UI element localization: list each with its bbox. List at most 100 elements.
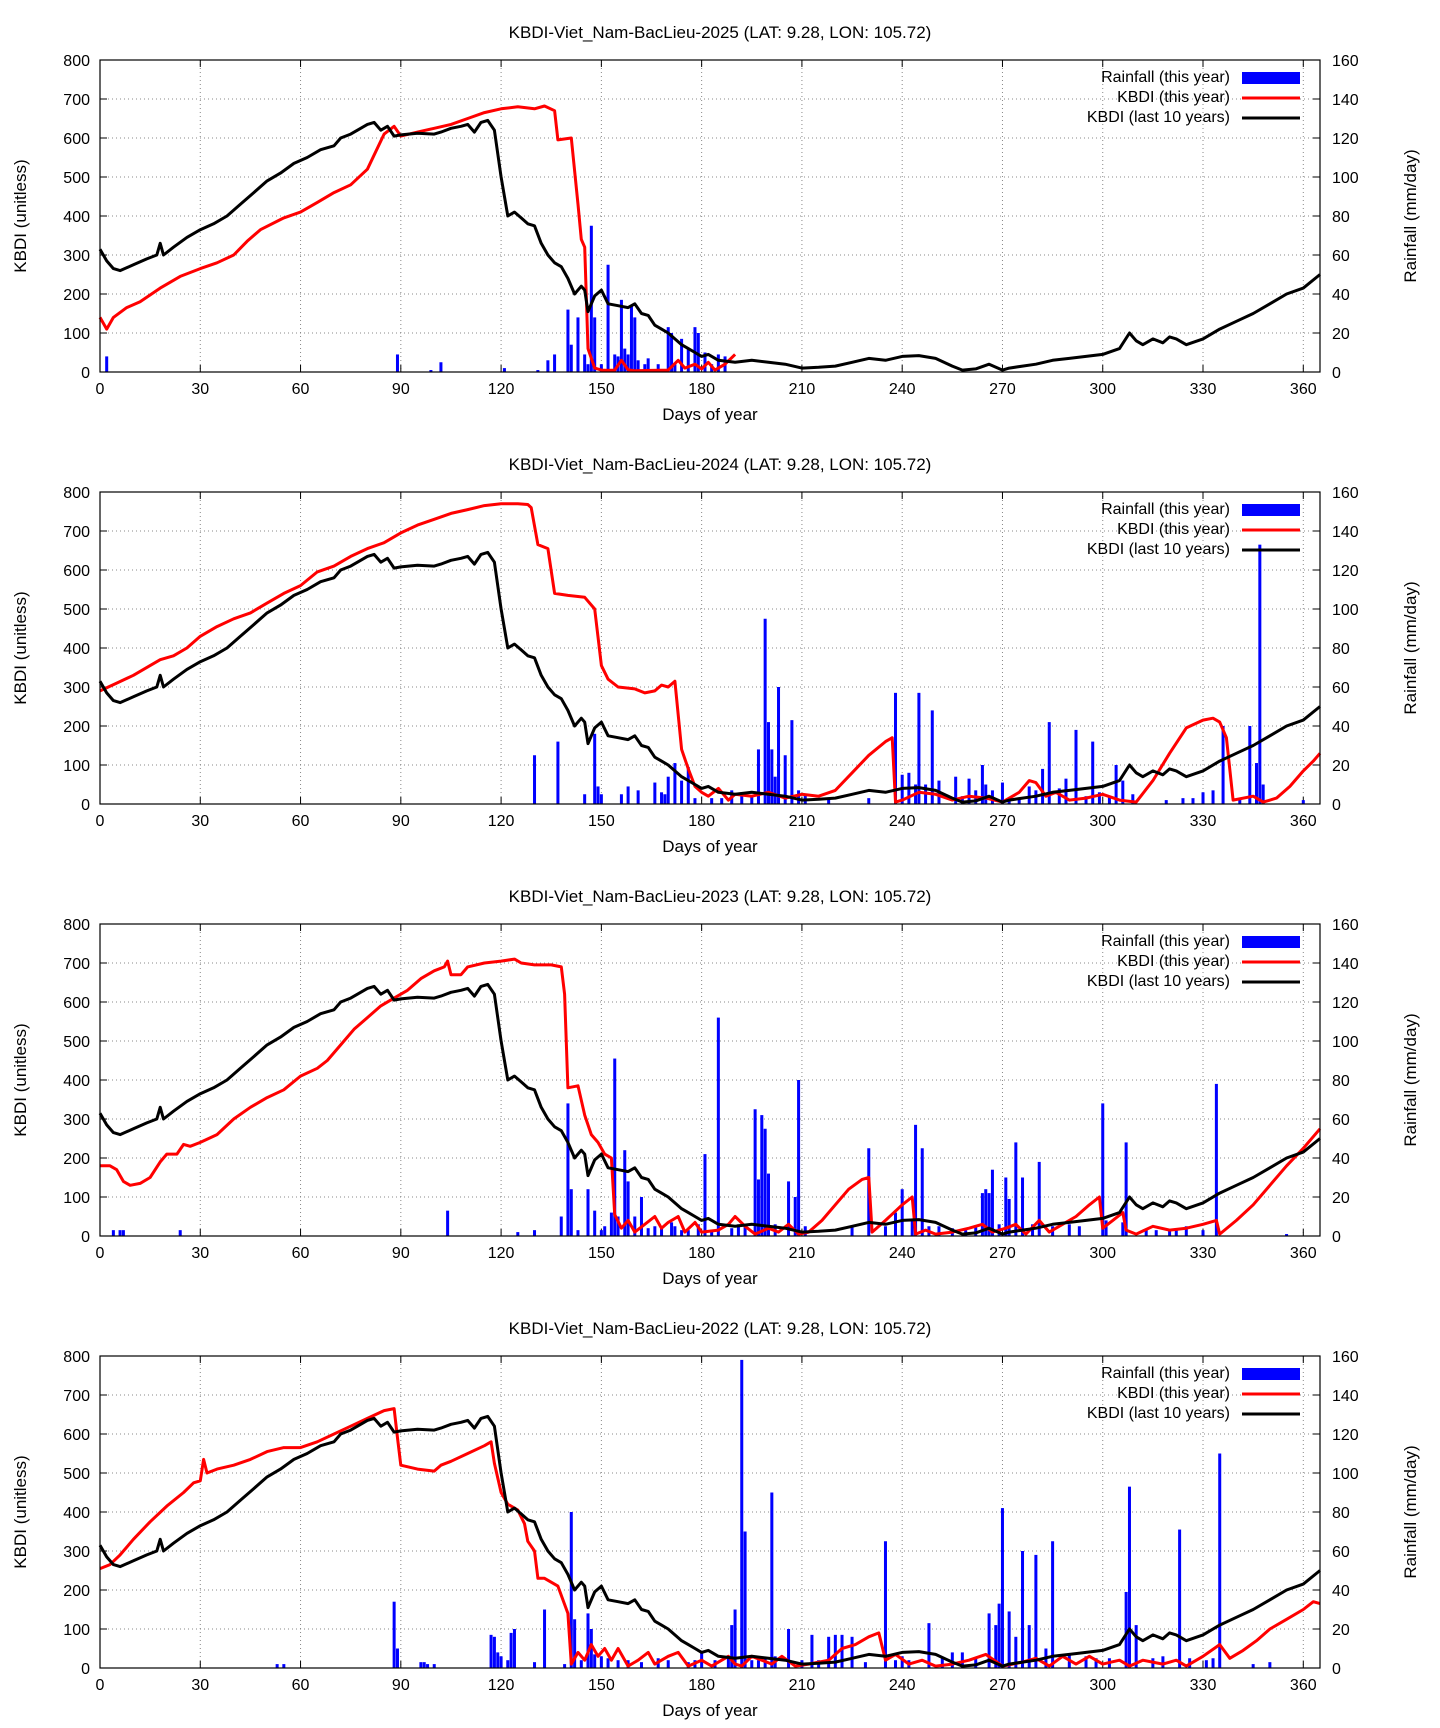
rainfall-bar [1127,1486,1131,1668]
y-tick-label: 600 [63,131,90,148]
rainfall-bar [756,749,760,804]
rainfall-bar [730,1625,734,1668]
y-tick-label: 300 [63,1544,90,1561]
rainfall-bar [626,1181,630,1236]
y2-tick-label: 20 [1332,1622,1350,1639]
rainfall-bar [673,763,677,804]
rainfall-bar [666,1660,670,1668]
x-tick-label: 150 [588,1677,615,1694]
rainfall-bar [680,1230,684,1236]
x-tick-label: 90 [392,1245,410,1262]
rainfall-bar [422,1662,426,1668]
x-tick-label: 270 [989,1245,1016,1262]
x-tick-label: 30 [191,381,209,398]
rainfall-bar [736,1224,740,1236]
rainfall-bar [118,1230,122,1236]
y-tick-label: 400 [63,641,90,658]
kbdi-this-year-line [99,502,1322,804]
rainfall-bar [766,1173,770,1236]
x-tick-label: 60 [292,1245,310,1262]
x-tick-label: 240 [889,1677,916,1694]
y2-tick-label: 40 [1332,1583,1350,1600]
rainfall-bar [840,1634,844,1668]
kbdi-last-10-years-line [98,118,1321,372]
x-tick-label: 90 [392,1677,410,1694]
rainfall-bar [589,225,593,372]
y-tick-label: 100 [63,1622,90,1639]
y-tick-label: 200 [63,719,90,736]
rainfall-bar [743,1226,747,1236]
x-tick-label: 180 [688,1677,715,1694]
y2-tick-label: 140 [1332,524,1359,541]
rainfall-bar [1014,1142,1018,1236]
y-tick-label: 500 [63,1466,90,1483]
chart-title: KBDI-Viet_Nam-BacLieu-2023 (LAT: 9.28, L… [509,887,932,906]
rainfall-bar [867,798,871,804]
rainfall-bar [1254,763,1258,804]
rainfall-bar [583,354,587,372]
rainfall-bar [1285,1234,1289,1236]
series-line-2 [98,1414,1321,1668]
x-tick-label: 60 [292,381,310,398]
x-tick-label: 120 [488,381,515,398]
rainfall-bar [666,327,670,372]
x-tick-label: 0 [96,381,105,398]
x-tick-label: 360 [1290,1677,1317,1694]
rainfall-bar [1168,1230,1172,1236]
rainfall-bar [850,1636,854,1668]
y-tick-label: 0 [81,797,90,814]
x-tick-label: 360 [1290,1245,1317,1262]
x-tick-label: 180 [688,381,715,398]
x-tick-label: 30 [191,1245,209,1262]
rainfall-bar [633,317,637,372]
chart-title: KBDI-Viet_Nam-BacLieu-2024 (LAT: 9.28, L… [509,455,932,474]
y2-tick-label: 160 [1332,917,1359,934]
rainfall-bar [502,368,506,372]
rainfall-bar [1221,726,1225,804]
y-tick-label: 800 [63,1349,90,1366]
rainfall-bar [1124,1142,1128,1236]
rainfall-bar [1211,790,1215,804]
legend: Rainfall (this year) KBDI (this year) KBDI… [1087,1365,1300,1422]
y2-tick-label: 60 [1332,248,1350,265]
x-tick-label: 330 [1190,813,1217,830]
y2-tick-label: 60 [1332,1112,1350,1129]
rainfall-bar [105,356,109,372]
rainfall-bar [1164,800,1168,804]
x-tick-label: 270 [989,813,1016,830]
x-tick-label: 120 [488,813,515,830]
rainfall-bar [536,370,540,372]
rainfall-bar [810,1634,814,1668]
rainfall-bar [783,755,787,804]
rainfall-bar [1077,1226,1081,1236]
rainfall-bar [790,720,794,804]
rainfall-bar [599,794,603,804]
y-tick-label: 0 [81,365,90,382]
rainfall-bar [1101,1103,1105,1236]
rainfall-bar [395,354,399,372]
rainfall-bar [770,749,774,804]
rainfall-bar [1214,1083,1218,1236]
rainfall-bar [753,1109,757,1236]
x-axis-label: Days of year [662,1269,758,1288]
x-tick-label: 300 [1089,1677,1116,1694]
rainfall-bar [589,1629,593,1668]
rainfall-bar [506,1660,510,1668]
rainfall-bar [1114,765,1118,804]
x-tick-label: 60 [292,1677,310,1694]
rainfall-bar [616,1216,620,1236]
rainfall-bar [533,1662,537,1668]
rainfall-bar [740,792,744,804]
y2-tick-label: 40 [1332,287,1350,304]
legend-label: KBDI (this year) [1117,1385,1230,1402]
legend: Rainfall (this year) KBDI (this year) KBDI… [1087,69,1300,126]
rainfall-bar [593,733,597,804]
rainfall-bar [569,1512,573,1668]
rainfall-bar [777,687,781,804]
y2-tick-label: 60 [1332,1544,1350,1561]
x-tick-label: 0 [96,813,105,830]
y-tick-label: 700 [63,956,90,973]
x-tick-label: 0 [96,1677,105,1694]
rainfall-bar [696,333,700,372]
rainfall-bar [730,1228,734,1236]
